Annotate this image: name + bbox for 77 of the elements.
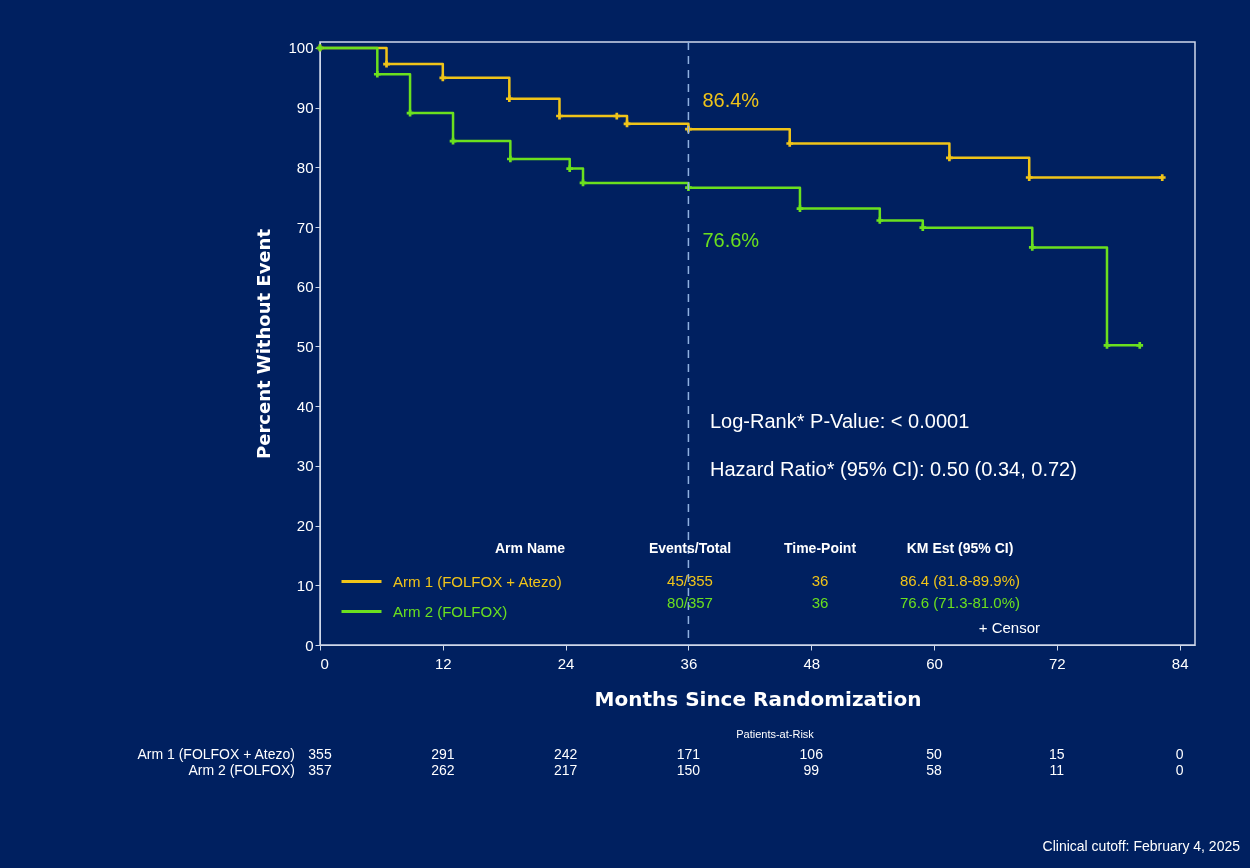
text: 150 (676, 762, 701, 778)
y-tick-label: 50 (296, 337, 314, 355)
x-tick-label: 84 (1171, 654, 1189, 672)
point (623, 120, 631, 128)
annotation: Hazard Ratio* (95% CI): 0.50 (0.34, 0.72) (710, 458, 1077, 480)
text: 217 (553, 762, 578, 778)
annotation: Events/Total (648, 540, 732, 556)
point (1158, 174, 1166, 181)
point (505, 95, 513, 103)
annotation: 36 (811, 594, 829, 611)
annotation: 36 (811, 572, 829, 589)
y-tick-label: 30 (296, 457, 314, 475)
text: 106 (799, 746, 824, 762)
legend-label: Arm 1 (FOLFOX + Atezo) (393, 572, 562, 590)
y-tick-label: 80 (296, 158, 314, 176)
text: 355 (308, 746, 332, 762)
y-tick-label: 40 (296, 397, 314, 415)
text: 291 (431, 746, 455, 762)
text: 242 (553, 746, 578, 762)
annotation: Time-Point (783, 540, 857, 556)
y-tick-label: 100 (288, 39, 314, 57)
point (786, 140, 794, 147)
text: Clinical cutoff: February 4, 2025 (1042, 838, 1241, 854)
annotation: 45/355 (667, 572, 713, 589)
point (876, 217, 884, 224)
text: 11 (1049, 762, 1065, 778)
text: Arm 2 (FOLFOX) (188, 762, 295, 778)
y-tick-label: 60 (296, 278, 314, 296)
x-tick-label: 0 (320, 654, 329, 672)
annotation: 76.6 (71.3-81.0%) (899, 594, 1021, 611)
text: 15 (1049, 746, 1065, 762)
x-tick-label: 60 (926, 654, 943, 672)
x-tick-label: 36 (680, 654, 698, 672)
text: Patients-at-Risk (736, 728, 815, 740)
text: 357 (308, 762, 332, 778)
annotation: 86.4 (81.8-89.9%) (899, 572, 1021, 589)
annotation: 80/357 (667, 594, 713, 611)
point (1103, 341, 1111, 349)
point (796, 205, 804, 212)
y-tick-label: 20 (296, 517, 314, 535)
point (1028, 244, 1036, 251)
point (507, 155, 514, 163)
annotation: Arm Name (494, 540, 566, 556)
text: Arm 1 (FOLFOX + Atezo) (137, 746, 295, 762)
annotation: + Censor (978, 619, 1040, 636)
x-axis-title: Months Since Randomization (594, 686, 922, 711)
text: 0 (1175, 746, 1184, 762)
point (556, 112, 563, 120)
annotation: Log-Rank* P-Value: < 0.0001 (710, 410, 970, 432)
y-tick-label: 0 (305, 636, 314, 654)
point (946, 154, 953, 162)
text: 50 (926, 746, 943, 762)
x-tick-label: 48 (803, 654, 821, 672)
text: 171 (676, 746, 701, 762)
annotation: KM Est (95% CI) (906, 540, 1014, 556)
y-axis-title: Percent Without Event (253, 228, 275, 459)
point (1025, 174, 1033, 181)
point (566, 165, 574, 172)
point (1136, 341, 1144, 349)
point (439, 74, 447, 82)
annotation: 76.6% (702, 228, 760, 251)
point (613, 112, 621, 120)
point (919, 224, 927, 232)
y-tick-label: 10 (296, 576, 314, 594)
text: 99 (803, 762, 820, 778)
x-tick-label: 12 (434, 654, 452, 672)
y-tick-label: 70 (296, 218, 314, 236)
annotation: 86.4% (702, 89, 760, 112)
x-tick-label: 72 (1049, 654, 1066, 672)
x-tick-label: 24 (557, 654, 575, 672)
legend-label: Arm 2 (FOLFOX) (393, 602, 508, 620)
text: 0 (1175, 762, 1184, 778)
text: 58 (926, 762, 943, 778)
y-tick-label: 90 (296, 99, 314, 117)
point (383, 60, 390, 68)
point (373, 70, 381, 78)
text: 262 (431, 762, 455, 778)
